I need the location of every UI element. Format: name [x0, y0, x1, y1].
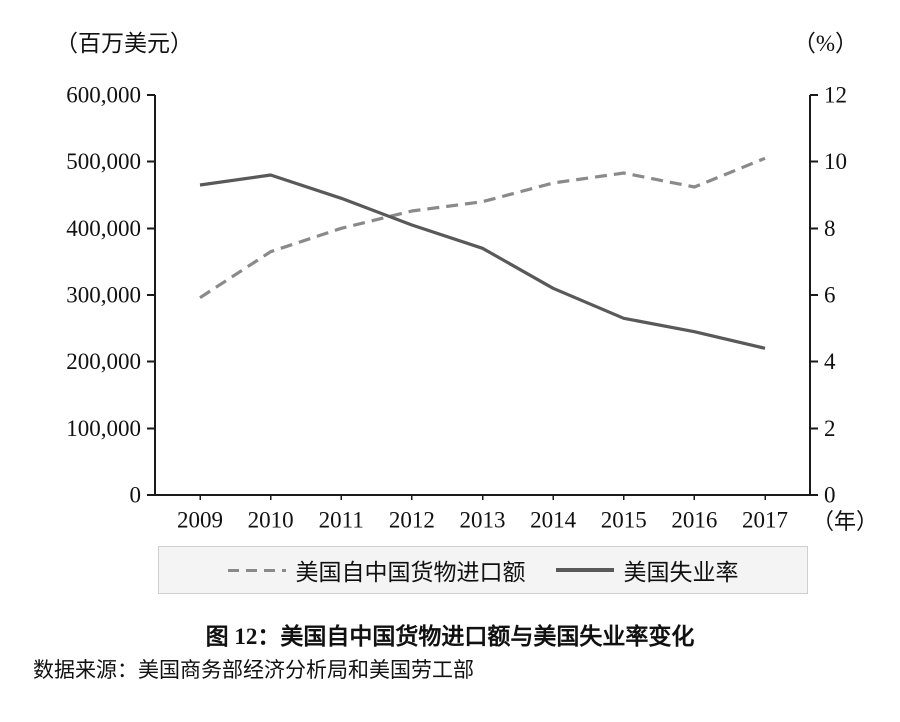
data-source: 数据来源：美国商务部经济分析局和美国劳工部	[33, 658, 474, 682]
legend-label-imports: 美国自中国货物进口额	[295, 560, 526, 585]
x-axis-tick-label: 2017	[742, 508, 788, 533]
x-axis-tick-label: 2013	[460, 508, 506, 533]
right-axis-tick-label: 12	[824, 83, 847, 108]
left-axis-tick-label: 100,000	[66, 416, 141, 441]
right-axis-tick-label: 0	[824, 483, 836, 508]
left-axis-unit-label: （百万美元）	[55, 31, 193, 56]
x-axis-tick-label: 2010	[248, 508, 294, 533]
left-axis-tick-label: 300,000	[66, 283, 141, 308]
left-axis-tick-label: 400,000	[66, 216, 141, 241]
left-axis-tick-label: 0	[130, 483, 142, 508]
imports-line-sample-icon	[227, 568, 286, 572]
legend-label-unemployment: 美国失业率	[623, 560, 739, 585]
x-axis-tick-label: 2016	[671, 508, 717, 533]
unemployment-line-sample-icon	[555, 568, 614, 572]
x-axis-tick-label: 2015	[601, 508, 647, 533]
unemployment-line	[199, 173, 766, 350]
right-axis-unit-label: （%）	[792, 31, 858, 56]
left-axis-tick-label: 500,000	[66, 149, 141, 174]
figure-caption: 图 12：美国自中国货物进口额与美国失业率变化	[205, 624, 695, 649]
right-axis-tick-label: 8	[824, 216, 836, 241]
legend-item-imports: 美国自中国货物进口额	[227, 553, 526, 587]
right-axis-tick-label: 2	[824, 416, 836, 441]
x-axis-tick-label: 2009	[177, 508, 223, 533]
x-axis-unit-label: （年）	[812, 509, 879, 534]
left-axis-tick-label: 200,000	[66, 349, 141, 374]
right-axis-tick-label: 6	[824, 283, 836, 308]
x-axis-tick-label: 2011	[319, 508, 364, 533]
x-axis-tick-label: 2012	[389, 508, 435, 533]
left-axis-tick-label: 600,000	[66, 83, 141, 108]
imports-line	[199, 156, 766, 300]
line-chart: 0 100,000 200,000 300,000 400,000 500,000 600,…	[66, 83, 847, 533]
legend-item-unemployment: 美国失业率	[555, 553, 739, 587]
right-axis-tick-label: 4	[824, 349, 836, 374]
legend: 美国自中国货物进口额 美国失业率	[158, 546, 808, 594]
right-axis-tick-label: 10	[824, 149, 847, 174]
x-axis-tick-label: 2014	[530, 508, 577, 533]
